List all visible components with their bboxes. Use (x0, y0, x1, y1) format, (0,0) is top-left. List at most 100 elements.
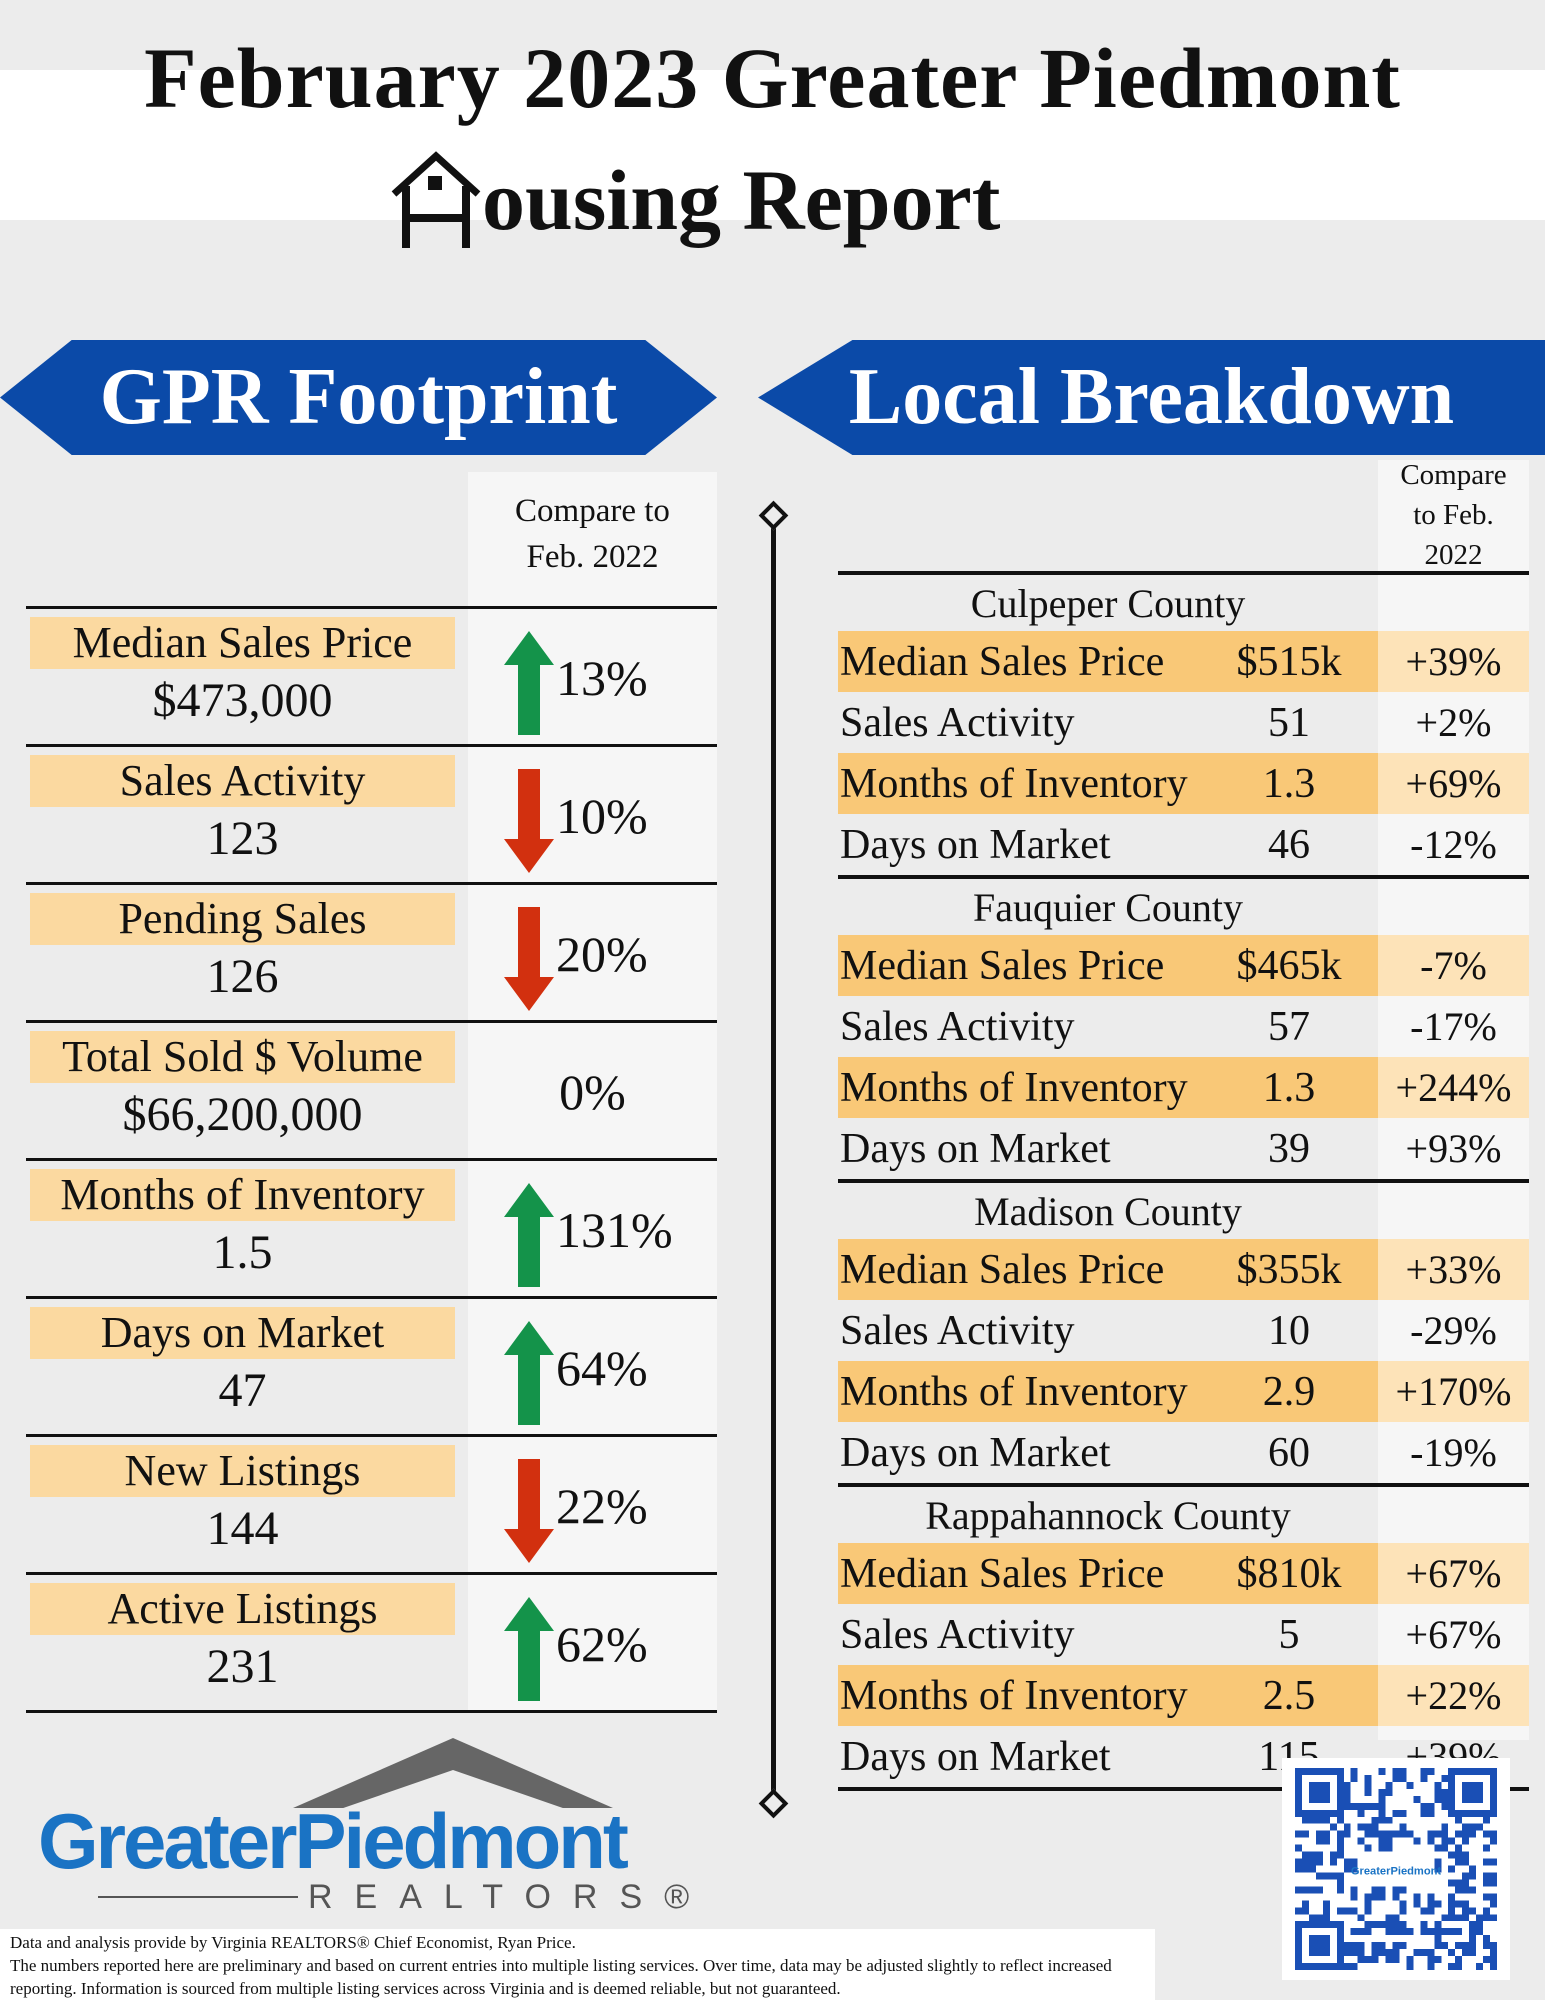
logo-roof-inner (323, 1770, 583, 1815)
metric-value: 2.5 (1200, 1665, 1378, 1726)
metric-change: +67% (1378, 1543, 1529, 1604)
qr-code-image: GreaterPiedmont (1295, 1768, 1497, 1970)
county-metric-row: Days on Market 39 +93% (838, 1118, 1529, 1179)
metric-label: Median Sales Price (838, 1239, 1200, 1300)
arrow-down-icon (504, 1459, 554, 1563)
metric-change: +67% (1405, 1612, 1502, 1657)
title-housing-report: ousing Report (482, 152, 1001, 248)
metric-value: 60 (1268, 1429, 1310, 1476)
metric-value: 46 (1268, 821, 1310, 868)
logo-rule (98, 1896, 298, 1898)
greater-piedmont-logo: GreaterPiedmont REALTORS® (38, 1738, 689, 1916)
county-metric-row: Months of Inventory 1.3 +69% (838, 753, 1529, 814)
footprint-row: Pending Sales 126 20% (26, 885, 717, 1023)
county-section: Fauquier County Median Sales Price $465k… (838, 879, 1529, 1183)
compare-header-line: Compare to (515, 493, 670, 529)
metric-change: 62% (556, 1616, 648, 1672)
metric-value: 57 (1268, 1003, 1310, 1050)
title-line-2: ousing Report (390, 150, 1000, 250)
metric-label: Sales Activity (840, 1611, 1075, 1658)
county-section: Madison County Median Sales Price $355k … (838, 1183, 1529, 1487)
metric-change: +93% (1405, 1126, 1502, 1171)
metric-change: -29% (1410, 1308, 1497, 1353)
metric-label: Days on Market (840, 1733, 1111, 1780)
arrow-down-icon (504, 769, 554, 873)
metric-label: Pending Sales (30, 893, 455, 945)
county-metric-row: Median Sales Price $810k +67% (838, 1543, 1529, 1604)
metric-change: 13% (556, 650, 648, 706)
metric-change: +244% (1378, 1057, 1529, 1118)
metric-value: $355k (1200, 1239, 1378, 1300)
logo-sub: REALTORS® (308, 1878, 712, 1916)
footprint-row: Days on Market 47 64% (26, 1299, 717, 1437)
metric-value: $810k (1200, 1543, 1378, 1604)
footprint-row: Median Sales Price $473,000 13% (26, 609, 717, 747)
metric-label: Months of Inventory (838, 753, 1200, 814)
metric-change: -7% (1378, 935, 1529, 996)
footer-line: The numbers reported here are preliminar… (10, 1956, 1112, 1998)
county-metric-row: Days on Market 60 -19% (838, 1422, 1529, 1483)
metric-change: +2% (1415, 700, 1492, 745)
footprint-row: Months of Inventory 1.5 131% (26, 1161, 717, 1299)
qr-code[interactable]: GreaterPiedmont (1282, 1758, 1510, 1980)
county-section: Rappahannock County Median Sales Price $… (838, 1487, 1529, 1791)
metric-change: +69% (1378, 753, 1529, 814)
metric-label: Median Sales Price (30, 617, 455, 669)
metric-label: Active Listings (30, 1583, 455, 1635)
metric-label: Median Sales Price (838, 1543, 1200, 1604)
county-metric-row: Sales Activity 51 +2% (838, 692, 1529, 753)
compare-header-line: to Feb. (1413, 499, 1494, 531)
footprint-row: Total Sold $ Volume $66,200,000 0% (26, 1023, 717, 1161)
metric-change: +170% (1378, 1361, 1529, 1422)
metric-value: 10 (1268, 1307, 1310, 1354)
county-name: Fauquier County (973, 885, 1243, 930)
logo-name: GreaterPiedmont (38, 1797, 629, 1885)
metric-value: 1.3 (1200, 753, 1378, 814)
metric-label: Days on Market (30, 1307, 455, 1359)
metric-value: 39 (1268, 1125, 1310, 1172)
metric-change: 64% (556, 1340, 648, 1396)
metric-change: -12% (1410, 822, 1497, 867)
metric-label: Median Sales Price (838, 631, 1200, 692)
arrow-up-icon (504, 1183, 554, 1287)
arrow-down-icon (504, 907, 554, 1011)
metric-label: Months of Inventory (838, 1665, 1200, 1726)
footprint-row: Active Listings 231 62% (26, 1575, 717, 1713)
county-metric-row: Months of Inventory 2.9 +170% (838, 1361, 1529, 1422)
title-line-1: February 2023 Greater Piedmont (144, 30, 1401, 126)
title-band (0, 70, 1545, 220)
local-compare-header: Compare to Feb. 2022 (1378, 455, 1529, 575)
metric-value: $465k (1200, 935, 1378, 996)
metric-label: Sales Activity (840, 1003, 1075, 1050)
metric-value: 1.3 (1200, 1057, 1378, 1118)
county-metric-row: Median Sales Price $515k +39% (838, 631, 1529, 692)
arrow-up-icon (504, 631, 554, 735)
county-metric-row: Sales Activity 5 +67% (838, 1604, 1529, 1665)
footprint-table: Median Sales Price $473,000 13% Sales Act… (26, 606, 717, 1713)
metric-value: 144 (206, 1502, 279, 1555)
divider-diamond-bottom (758, 1788, 789, 1819)
footprint-row: Sales Activity 123 10% (26, 747, 717, 885)
metric-change: 0% (559, 1064, 626, 1120)
metric-value: 2.9 (1200, 1361, 1378, 1422)
local-table: Culpeper County Median Sales Price $515k… (838, 571, 1529, 1791)
divider-diamond-top (758, 500, 789, 531)
metric-label: Sales Activity (30, 755, 455, 807)
county-metric-row: Months of Inventory 1.3 +244% (838, 1057, 1529, 1118)
metric-value: 47 (218, 1364, 267, 1417)
banner-local-breakdown: Local Breakdown (758, 340, 1545, 455)
metric-value: $473,000 (152, 674, 333, 727)
county-section: Culpeper County Median Sales Price $515k… (838, 575, 1529, 879)
compare-column-bg (468, 472, 717, 1712)
metric-change: -17% (1410, 1004, 1497, 1049)
county-name: Rappahannock County (925, 1493, 1291, 1538)
metric-value: 5 (1278, 1611, 1300, 1658)
svg-text:GreaterPiedmont: GreaterPiedmont (1351, 1866, 1442, 1878)
metric-value: 126 (206, 950, 279, 1003)
county-metric-row: Median Sales Price $355k +33% (838, 1239, 1529, 1300)
county-name: Culpeper County (970, 581, 1246, 626)
house-icon (391, 151, 481, 248)
metric-label: Months of Inventory (30, 1169, 455, 1221)
county-metric-row: Months of Inventory 2.5 +22% (838, 1665, 1529, 1726)
county-metric-row: Sales Activity 57 -17% (838, 996, 1529, 1057)
